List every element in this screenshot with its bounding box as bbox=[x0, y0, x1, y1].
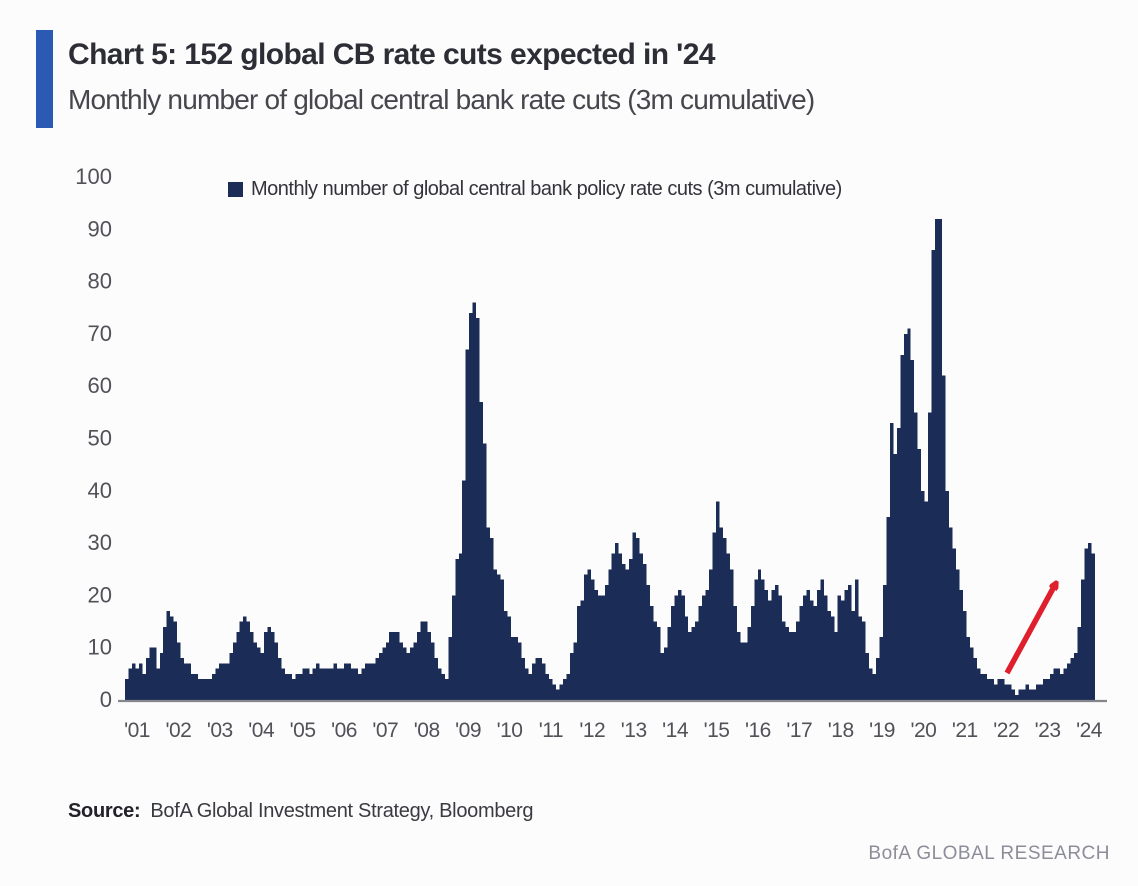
x-axis-tick-label: '09 bbox=[455, 719, 481, 742]
x-axis-tick-label: '20 bbox=[910, 719, 936, 742]
x-axis-tick-label: '15 bbox=[704, 719, 730, 742]
y-axis-tick-label: 90 bbox=[88, 216, 112, 241]
x-axis-tick-label: '17 bbox=[786, 719, 812, 742]
x-axis-tick-label: '11 bbox=[539, 719, 563, 742]
x-axis-tick-label: '04 bbox=[248, 719, 275, 742]
x-axis-tick-label: '12 bbox=[579, 719, 605, 742]
x-axis-tick-label: '23 bbox=[1035, 719, 1061, 742]
title-accent-bar bbox=[36, 30, 53, 128]
x-axis-tick-label: '06 bbox=[331, 719, 357, 742]
x-axis-tick-label: '02 bbox=[165, 719, 191, 742]
x-axis-tick-label: '08 bbox=[414, 719, 440, 742]
x-axis-tick-label: '22 bbox=[993, 719, 1019, 742]
legend-swatch-icon bbox=[228, 182, 243, 197]
y-axis-tick-label: 80 bbox=[88, 269, 112, 294]
source-label: Source: bbox=[68, 800, 141, 822]
y-axis-tick-label: 20 bbox=[88, 582, 112, 607]
x-axis-tick-label: '14 bbox=[662, 719, 689, 742]
x-axis-tick-label: '10 bbox=[497, 719, 523, 742]
source-text: BofA Global Investment Strategy, Bloombe… bbox=[150, 800, 534, 822]
y-axis-tick-label: 10 bbox=[88, 635, 112, 660]
x-axis-tick-label: '05 bbox=[290, 719, 316, 742]
x-axis-tick-label: '21 bbox=[952, 719, 978, 742]
x-axis-tick-label: '01 bbox=[124, 719, 150, 742]
y-axis-tick-label: 30 bbox=[88, 530, 112, 555]
y-axis-tick-label: 0 bbox=[100, 687, 112, 712]
y-axis-tick-label: 70 bbox=[88, 321, 112, 346]
y-axis-tick-label: 50 bbox=[88, 426, 112, 451]
x-axis-tick-label: '19 bbox=[869, 719, 895, 742]
brand-footer: BofA GLOBAL RESEARCH bbox=[868, 843, 1110, 864]
legend: Monthly number of global central bank po… bbox=[228, 178, 842, 201]
x-axis-tick-label: '24 bbox=[1076, 719, 1103, 742]
x-axis-tick-label: '03 bbox=[207, 719, 233, 742]
legend-label: Monthly number of global central bank po… bbox=[251, 178, 842, 200]
y-axis-tick-label: 100 bbox=[75, 164, 112, 189]
y-axis-tick-label: 60 bbox=[88, 373, 112, 398]
chart-subtitle: Monthly number of global central bank ra… bbox=[68, 84, 815, 115]
x-axis-tick-label: '16 bbox=[745, 719, 771, 742]
bars-series bbox=[125, 218, 1095, 700]
x-axis-tick-label: '18 bbox=[828, 719, 854, 742]
x-axis-tick-label: '07 bbox=[372, 719, 398, 742]
source-line: Source: BofA Global Investment Strategy, … bbox=[68, 800, 533, 823]
x-axis-tick-label: '13 bbox=[621, 719, 647, 742]
trend-arrow-annotation bbox=[1004, 583, 1056, 675]
chart-title: Chart 5: 152 global CB rate cuts expecte… bbox=[68, 38, 715, 71]
y-axis-tick-label: 40 bbox=[88, 478, 112, 503]
